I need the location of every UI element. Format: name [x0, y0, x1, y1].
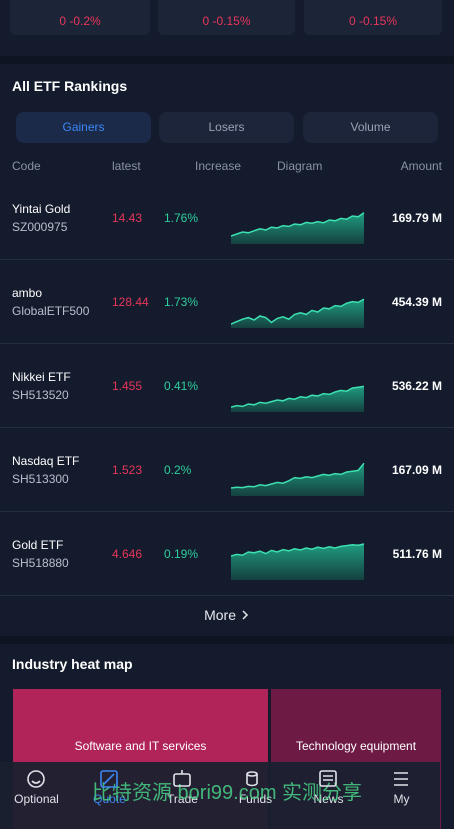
- latest-price: 14.43: [112, 211, 143, 225]
- nav-label[interactable]: Optional: [14, 792, 59, 806]
- nav-label[interactable]: Quote: [93, 792, 126, 806]
- more-label: More: [204, 607, 236, 623]
- row-divider: [0, 511, 454, 512]
- sparkline: [231, 212, 365, 244]
- top-card[interactable]: 0 -0.15%: [158, 0, 295, 35]
- top-card[interactable]: 0 -0.2%: [10, 0, 150, 35]
- sparkline-line: [231, 385, 365, 408]
- nav-label[interactable]: Trade: [167, 792, 198, 806]
- row-divider: [0, 259, 454, 260]
- chevron: [242, 610, 248, 620]
- amount: 511.76 M: [392, 547, 442, 561]
- sparkline: [231, 462, 365, 496]
- etf-code: SZ000975: [12, 220, 68, 234]
- nav-label[interactable]: My: [393, 792, 410, 806]
- nav-label[interactable]: Funds: [238, 792, 273, 806]
- column-header: Diagram: [277, 159, 323, 173]
- separator: [0, 56, 454, 64]
- increase: 0.41%: [164, 379, 199, 393]
- latest-price: 1.455: [112, 379, 143, 393]
- tab[interactable]: Volume: [303, 112, 438, 143]
- increase: 0.2%: [164, 463, 192, 477]
- etf-code: SH513300: [12, 472, 69, 486]
- sparkline: [231, 543, 365, 580]
- sparkline: [231, 385, 365, 412]
- top-card[interactable]: 0 -0.15%: [304, 0, 442, 35]
- latest-price: 128.44: [112, 295, 149, 309]
- etf-code: GlobalETF500: [12, 304, 90, 318]
- etf-code: SH513520: [12, 388, 69, 402]
- increase: 0.19%: [164, 547, 199, 561]
- amount: 454.39 M: [391, 295, 442, 309]
- watermark: 比特资源 bori99.com 实测分享: [92, 782, 363, 804]
- etf-code: SH518880: [12, 556, 69, 570]
- column-header: latest: [112, 159, 141, 173]
- sparkline-area: [231, 386, 364, 412]
- row-divider: [0, 427, 454, 428]
- tab[interactable]: Losers: [159, 112, 294, 143]
- amount: 167.09 M: [391, 463, 442, 477]
- sparkline-line: [231, 462, 365, 489]
- increase: 1.73%: [164, 295, 199, 309]
- sparkline-area: [231, 463, 364, 496]
- column-header: Amount: [400, 159, 442, 173]
- increase: 1.76%: [164, 211, 199, 225]
- sparkline-line: [231, 212, 365, 237]
- tab[interactable]: Gainers: [16, 112, 151, 143]
- section-title: All ETF Rankings: [12, 78, 128, 94]
- column-header: Increase: [195, 159, 242, 173]
- tile-label: Technology equipment: [295, 739, 417, 753]
- latest-price: 4.646: [112, 547, 143, 561]
- section-title: Industry heat map: [12, 656, 133, 672]
- separator: [0, 636, 454, 644]
- etf-name[interactable]: Nikkei ETF: [12, 370, 71, 384]
- etf-name[interactable]: ambo: [12, 286, 43, 300]
- nav-label[interactable]: News: [313, 792, 344, 806]
- more-button[interactable]: More: [0, 607, 454, 623]
- amount: 169.79 M: [391, 211, 442, 225]
- sparkline-line: [231, 543, 365, 557]
- sparkline-area: [231, 212, 364, 244]
- tile-label: Software and IT services: [74, 739, 207, 753]
- etf-name[interactable]: Nasdaq ETF: [12, 454, 80, 468]
- row-divider: [0, 343, 454, 344]
- column-header: Code: [12, 159, 41, 173]
- bottom-nav: Optional Quote Trade Funds News My: [0, 762, 440, 829]
- amount: 536.22 M: [391, 379, 442, 393]
- sparkline: [231, 298, 365, 328]
- etf-name[interactable]: Yintai Gold: [12, 202, 71, 216]
- latest-price: 1.523: [112, 463, 143, 477]
- sparkline-line: [231, 298, 365, 325]
- row-divider: [0, 595, 454, 596]
- etf-name[interactable]: Gold ETF: [12, 538, 64, 552]
